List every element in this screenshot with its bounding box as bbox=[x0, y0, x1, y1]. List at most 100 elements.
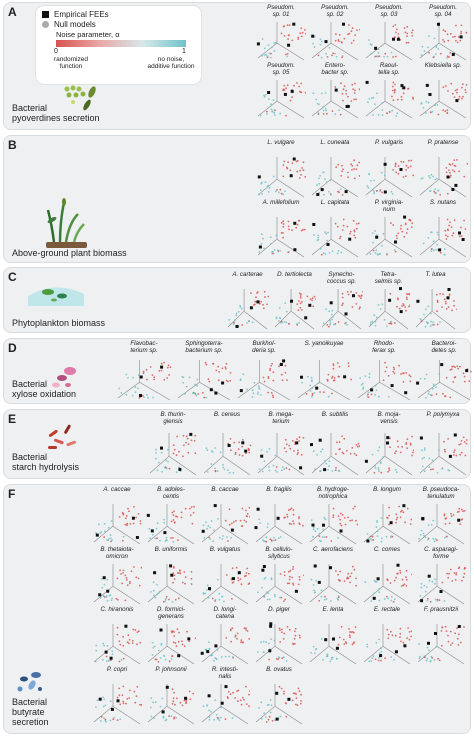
data-point bbox=[335, 658, 338, 660]
data-point bbox=[445, 234, 447, 237]
data-point bbox=[263, 460, 266, 463]
data-point bbox=[341, 194, 344, 196]
empirical-marker bbox=[394, 650, 398, 654]
data-point bbox=[347, 171, 349, 174]
empirical-marker bbox=[208, 587, 211, 591]
data-point bbox=[390, 535, 392, 538]
data-point bbox=[393, 372, 396, 375]
data-point bbox=[427, 538, 429, 541]
data-point bbox=[351, 83, 354, 86]
data-point bbox=[463, 568, 466, 570]
data-point bbox=[300, 91, 302, 94]
data-point bbox=[367, 393, 369, 396]
data-point bbox=[345, 89, 347, 92]
data-point bbox=[110, 659, 112, 662]
empirical-marker bbox=[332, 637, 335, 641]
data-point bbox=[113, 716, 116, 719]
data-point bbox=[148, 527, 151, 530]
axis-line bbox=[337, 310, 362, 330]
scatter-plot bbox=[365, 157, 414, 198]
data-point bbox=[312, 584, 315, 586]
axis-line bbox=[166, 705, 195, 725]
data-point bbox=[392, 169, 394, 171]
data-point bbox=[165, 536, 168, 539]
empirical-marker bbox=[427, 641, 430, 645]
data-point bbox=[235, 566, 238, 569]
data-point bbox=[124, 574, 127, 577]
data-point bbox=[229, 372, 232, 374]
data-point bbox=[283, 84, 286, 87]
empirical-marker bbox=[275, 691, 279, 695]
data-point bbox=[304, 176, 306, 178]
data-point bbox=[301, 31, 304, 34]
data-point bbox=[214, 600, 216, 602]
data-point bbox=[411, 435, 413, 438]
data-point bbox=[268, 52, 271, 55]
data-point bbox=[405, 164, 408, 167]
data-point bbox=[187, 451, 190, 454]
data-point bbox=[157, 661, 160, 663]
data-point bbox=[274, 190, 277, 193]
data-point bbox=[134, 629, 137, 631]
data-point bbox=[241, 439, 244, 441]
empirical-marker bbox=[312, 223, 316, 226]
data-point bbox=[400, 585, 403, 587]
data-point bbox=[162, 715, 165, 718]
species-label: D. piger bbox=[268, 606, 290, 613]
data-point bbox=[232, 472, 235, 474]
data-point bbox=[410, 518, 412, 521]
data-point bbox=[328, 191, 330, 193]
panel-label: F bbox=[8, 487, 16, 501]
data-point bbox=[311, 299, 313, 302]
data-point bbox=[427, 237, 430, 239]
data-point bbox=[239, 699, 242, 702]
data-point bbox=[453, 170, 456, 173]
data-point bbox=[375, 316, 378, 319]
data-point bbox=[343, 643, 346, 645]
data-point bbox=[436, 472, 439, 474]
data-point bbox=[419, 377, 422, 380]
data-point bbox=[222, 463, 224, 466]
empirical-marker bbox=[224, 685, 228, 689]
scatter-plot bbox=[255, 564, 304, 605]
data-point bbox=[335, 453, 337, 455]
axis-line bbox=[220, 585, 249, 605]
axis-line bbox=[365, 456, 386, 474]
data-point bbox=[298, 690, 301, 693]
axis-line bbox=[177, 381, 200, 399]
data-point bbox=[449, 221, 451, 224]
data-point bbox=[263, 578, 266, 580]
empirical-marker bbox=[160, 446, 163, 450]
data-point bbox=[330, 540, 333, 542]
empirical-marker bbox=[299, 466, 303, 470]
data-point bbox=[406, 438, 409, 441]
scatter-plot bbox=[365, 215, 414, 258]
data-point bbox=[298, 522, 301, 525]
axis-line bbox=[311, 456, 332, 474]
empirical-marker bbox=[268, 649, 272, 653]
data-point bbox=[351, 631, 354, 633]
data-point bbox=[444, 300, 447, 303]
data-point bbox=[156, 537, 158, 540]
data-point bbox=[444, 450, 446, 453]
data-point bbox=[395, 234, 398, 237]
data-point bbox=[373, 192, 375, 195]
data-point bbox=[268, 187, 271, 189]
data-point bbox=[443, 448, 446, 451]
axis-line bbox=[290, 310, 315, 330]
data-point bbox=[172, 697, 175, 699]
data-point bbox=[329, 322, 332, 325]
empirical-marker bbox=[292, 157, 296, 161]
data-point bbox=[266, 598, 269, 601]
species-plot: B. vulgatus bbox=[198, 546, 252, 607]
data-point bbox=[223, 600, 225, 603]
data-point bbox=[237, 579, 240, 582]
data-point bbox=[285, 87, 287, 90]
data-point bbox=[175, 471, 178, 474]
data-point bbox=[172, 444, 175, 447]
species-plot: A. millefolium bbox=[254, 199, 308, 260]
data-point bbox=[452, 381, 455, 383]
data-point bbox=[436, 243, 438, 246]
data-point bbox=[352, 507, 355, 510]
data-point bbox=[300, 700, 302, 702]
